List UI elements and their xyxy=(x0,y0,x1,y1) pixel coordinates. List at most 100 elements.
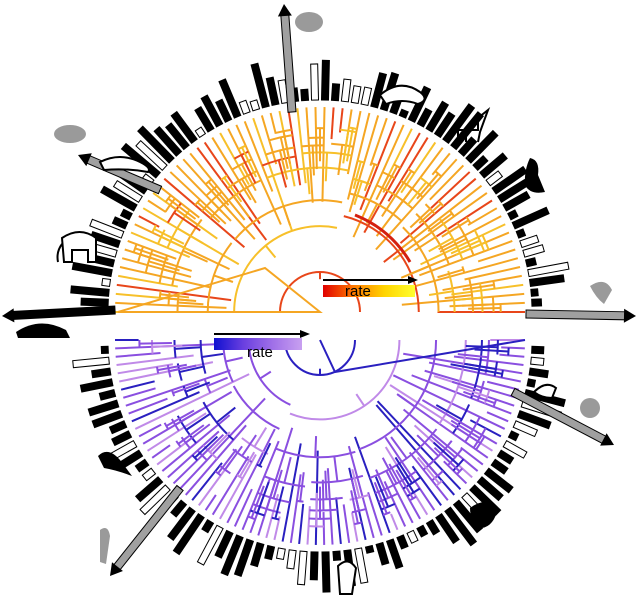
mammal-branch xyxy=(189,152,246,221)
trait-bar xyxy=(526,378,537,388)
bird-branch xyxy=(499,353,525,358)
bird-clade-arc xyxy=(252,503,281,514)
bird-stem xyxy=(185,412,211,431)
bird-stem xyxy=(209,431,231,453)
trait-bar-filled xyxy=(530,288,539,297)
mammal-branch xyxy=(383,128,413,184)
trait-bar xyxy=(79,378,114,393)
trait-bar xyxy=(530,356,545,366)
bird-tree xyxy=(115,339,526,545)
trait-bar xyxy=(139,484,171,516)
mammal-branch xyxy=(321,107,326,202)
mammal-stem xyxy=(282,130,292,164)
trait-bar-filled xyxy=(370,72,388,109)
bird-clade-arc xyxy=(483,389,491,404)
trait-bar xyxy=(528,367,549,379)
trait-bar-filled xyxy=(425,100,450,133)
arrow-left-head xyxy=(2,308,15,323)
bird-clade-arc xyxy=(176,415,197,444)
trait-bar-filled xyxy=(490,458,509,475)
trait-bar-filled xyxy=(528,367,549,379)
bird-stem xyxy=(157,363,187,372)
trait-bar-filled xyxy=(71,261,113,278)
bird-stem xyxy=(469,366,503,375)
bird-branch xyxy=(354,436,391,534)
trait-bar xyxy=(442,103,476,145)
mammal-clade-arc xyxy=(194,198,201,206)
mammal-stem xyxy=(406,181,428,207)
bird-branch xyxy=(402,408,479,472)
mammal-stem xyxy=(337,144,344,176)
arrow-up xyxy=(277,4,297,113)
mammal-clade-arc xyxy=(382,171,396,180)
mammal-branch xyxy=(464,266,521,281)
trait-bar-filled xyxy=(478,152,508,179)
bird-branch xyxy=(424,369,517,399)
trait-bar-open xyxy=(340,78,352,103)
bird-stem xyxy=(250,485,265,519)
mammal-stem xyxy=(196,201,221,223)
bird-clade-arc xyxy=(171,418,180,432)
trait-bar-filled xyxy=(425,519,441,536)
mammal-branch xyxy=(260,115,278,165)
arrow-lower-left xyxy=(109,484,184,576)
bird-clade-arc xyxy=(310,496,343,501)
trait-bar-filled xyxy=(265,76,280,107)
mammal-stem xyxy=(455,241,487,256)
bird-stem xyxy=(351,469,361,498)
mammal-branch xyxy=(363,132,421,234)
bird-branch xyxy=(125,369,231,407)
bird-stem xyxy=(217,448,238,474)
bird-stem xyxy=(241,434,257,457)
trait-bar-open xyxy=(502,439,528,459)
trait-bar xyxy=(112,179,143,203)
trait-bar xyxy=(511,206,550,230)
trait-bar xyxy=(321,551,331,593)
bird-rate-arrowhead xyxy=(300,330,310,338)
bird-branch xyxy=(322,512,326,545)
trait-bar-open xyxy=(112,179,143,203)
trait-bar xyxy=(465,129,499,164)
trait-bar-filled xyxy=(264,544,276,561)
mammal-clade-arc xyxy=(461,266,466,274)
bird-stem xyxy=(390,436,408,459)
mammal-stem xyxy=(153,227,185,245)
trait-bar xyxy=(476,476,504,502)
bird-stem xyxy=(415,450,439,477)
trait-bar-filled xyxy=(398,108,409,119)
mammal-clade-arc xyxy=(481,234,490,251)
mammal-branch xyxy=(451,283,524,296)
mammal-stem xyxy=(282,205,292,226)
trait-bar-filled xyxy=(91,367,112,379)
trait-bar-open xyxy=(406,529,419,544)
mammal-stem xyxy=(342,130,350,164)
mammal-stem xyxy=(409,265,430,276)
penguin-icon xyxy=(336,560,358,595)
bird-branch xyxy=(184,424,247,496)
weasel-icon xyxy=(590,281,612,304)
bird-stem xyxy=(201,352,224,358)
trait-bar xyxy=(444,506,478,547)
mammal-stem xyxy=(352,161,362,189)
trait-bar-open xyxy=(522,244,545,258)
bird-stem xyxy=(381,457,398,485)
meerkat-icon xyxy=(524,158,545,193)
trait-bar-open xyxy=(141,467,157,482)
trait-bar xyxy=(320,59,330,101)
bird-rate-legend xyxy=(214,330,310,350)
bird-stem xyxy=(139,342,172,345)
trait-bar xyxy=(286,549,297,570)
mammal-stem xyxy=(232,195,250,218)
bird-branch xyxy=(119,361,214,383)
mammal-stem xyxy=(315,137,318,170)
bird-rate-bar xyxy=(214,338,302,350)
trait-bar-filled xyxy=(435,512,460,545)
trait-bar xyxy=(91,367,112,379)
mammal-hot-arc xyxy=(354,213,412,263)
trait-bar-filled xyxy=(80,297,109,307)
trait-bar xyxy=(478,152,508,179)
trait-bar xyxy=(137,125,175,164)
mammal-rate-arrowhead xyxy=(408,276,418,284)
mammal-clade-arc xyxy=(164,197,176,213)
